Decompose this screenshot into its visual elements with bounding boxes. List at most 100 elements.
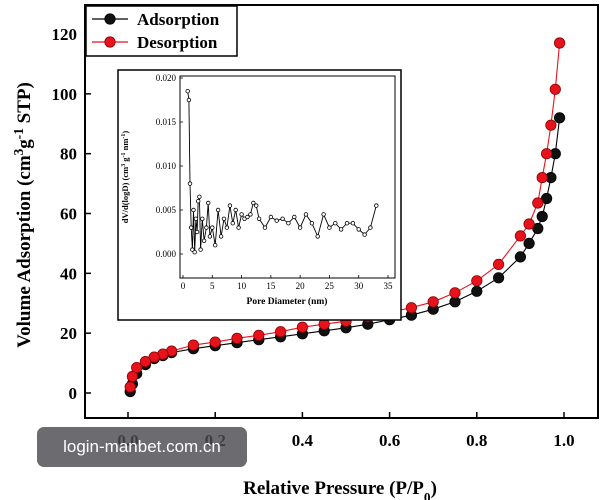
inset-point	[192, 249, 197, 255]
inset-point	[205, 200, 211, 206]
inset-point	[286, 220, 291, 226]
inset-point	[256, 216, 262, 221]
desorption-point	[131, 361, 143, 374]
inset-y-tick-label: 0.020	[156, 73, 177, 83]
adsorption-point	[523, 237, 535, 249]
desorption-point	[231, 332, 243, 344]
inset-point	[254, 203, 259, 208]
desorption-point	[126, 370, 138, 383]
inset-point	[186, 97, 192, 103]
desorption-point	[209, 336, 221, 348]
legend-marker-adsorption	[104, 13, 116, 25]
desorption-point	[492, 258, 505, 270]
x-tick-label: 0.8	[466, 431, 487, 450]
inset-series-layer	[185, 88, 379, 255]
desorption-point	[427, 296, 439, 308]
inset-point	[236, 225, 241, 230]
desorption-point	[532, 197, 544, 209]
inset-x-tick-label: 25	[325, 281, 335, 291]
inset-chart: 0 5 10 15 20 25 30 350.0000.0050.0100.0150.020 …	[117, 69, 402, 321]
desorption-point	[536, 172, 548, 184]
adsorption-point	[536, 210, 548, 223]
inset-point	[233, 207, 238, 213]
x-tick-label: 1.0	[553, 431, 574, 450]
inset-point	[190, 247, 195, 252]
inset-point	[188, 225, 194, 230]
inset-plot-frame	[179, 75, 396, 279]
inset-point	[207, 234, 213, 239]
main-series-layer	[124, 37, 566, 398]
inset-point	[274, 218, 279, 223]
inset-point	[248, 212, 253, 217]
inset-point	[333, 220, 338, 226]
desorption-point	[274, 326, 287, 338]
legend-label-desorption: Desorption	[137, 33, 218, 52]
inset-x-tick-label: 30	[354, 281, 364, 291]
inset-x-tick-label: 35	[384, 281, 394, 291]
desorption-point	[553, 37, 566, 49]
desorption-point	[545, 119, 557, 131]
desorption-point	[514, 230, 527, 242]
inset-point	[315, 234, 320, 239]
main-plot-frame	[84, 4, 599, 419]
inset-point	[374, 203, 379, 208]
desorption-point	[549, 83, 561, 95]
inset-y-tick-label: 0.005	[156, 205, 177, 215]
y-tick-label: 60	[60, 205, 77, 224]
inset-point	[221, 216, 227, 221]
x-axis-title: Relative Pressure (P/P0)	[243, 478, 437, 500]
inset-point	[201, 238, 207, 243]
inset-point	[251, 200, 256, 206]
adsorption-point	[492, 272, 505, 284]
inset-point	[362, 232, 367, 237]
adsorption-point	[540, 192, 553, 205]
x-tick-label: 0.6	[379, 431, 400, 450]
inset-point	[210, 225, 215, 230]
inset-y-tick-label: 0.000	[156, 249, 177, 259]
inset-point	[224, 225, 230, 230]
inset-point	[215, 207, 221, 213]
inset-point	[303, 212, 309, 217]
desorption-point	[139, 355, 151, 368]
inset-point	[262, 225, 268, 230]
desorption-point	[449, 287, 461, 299]
inset-x-tick-label: 20	[296, 281, 306, 291]
adsorption-point	[553, 112, 566, 124]
y-tick-label: 40	[60, 264, 77, 283]
desorption-point	[187, 339, 199, 351]
desorption-point	[148, 351, 160, 363]
inset-point	[194, 229, 200, 235]
inset-point	[227, 203, 233, 208]
inset-x-tick-label: 5	[210, 281, 215, 291]
inset-point	[204, 225, 209, 230]
inset-x-tick-label: 15	[266, 281, 276, 291]
inset-point	[280, 216, 285, 221]
y-tick-label: 0	[69, 384, 78, 403]
inset-point	[338, 227, 344, 232]
inset-point	[368, 225, 373, 230]
desorption-point	[296, 321, 308, 333]
inset-point	[321, 212, 326, 217]
inset-point	[193, 216, 199, 221]
inset-x-tick-label: 10	[237, 281, 247, 291]
inset-point	[245, 214, 250, 220]
y-tick-label: 20	[60, 324, 77, 343]
inset-point	[197, 194, 202, 199]
inset-point	[218, 234, 224, 239]
desorption-point	[540, 148, 553, 160]
inset-series-line	[187, 91, 377, 253]
y-axis-title: Volume Adsorption (cm3g-1 STP)	[11, 82, 36, 348]
inset-point	[230, 220, 235, 226]
desorption-point	[124, 381, 136, 393]
inset-point	[185, 88, 190, 94]
adsorption-point	[532, 222, 544, 235]
inset-y-tick-label: 0.010	[156, 161, 177, 171]
inset-point	[191, 207, 196, 213]
desorption-point	[471, 275, 483, 287]
inset-x-tick-label: 0	[181, 281, 186, 291]
watermark-banner: login-manbet.com.cn	[37, 427, 247, 467]
inset-point	[292, 214, 297, 220]
legend-marker-desorption	[104, 36, 116, 48]
inset-point	[356, 227, 361, 232]
